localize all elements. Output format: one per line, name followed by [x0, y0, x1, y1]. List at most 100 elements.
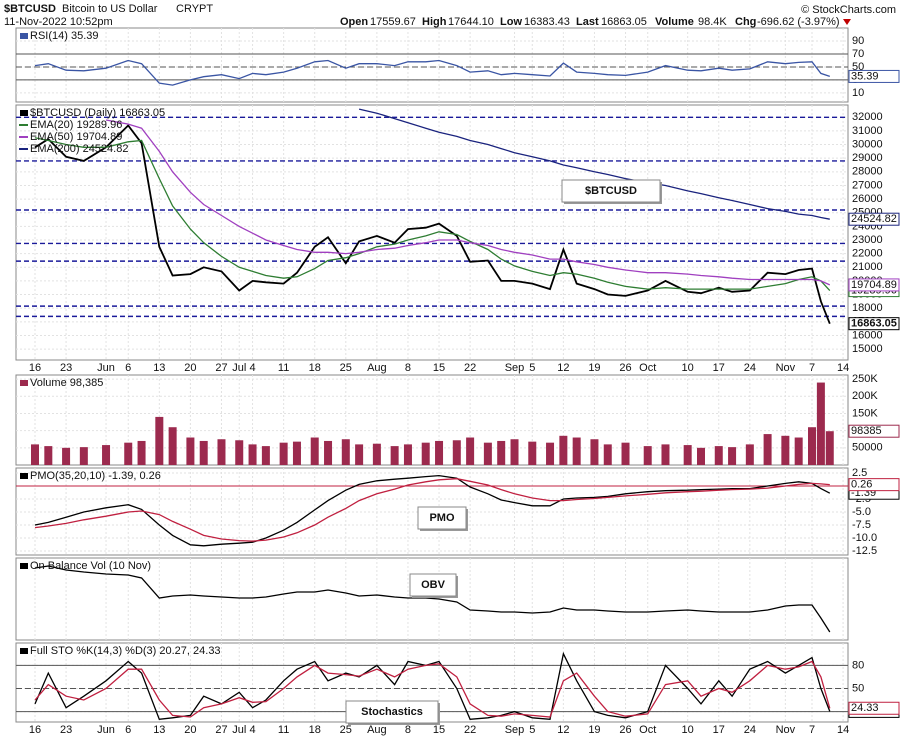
quote-label: Volume: [655, 16, 694, 28]
x-tick-label: 7: [809, 362, 815, 374]
x-tick-label: 7: [809, 724, 815, 736]
volume-bar: [124, 442, 133, 465]
x-tick-label: 25: [340, 724, 352, 736]
y-tick-label: 70: [852, 48, 864, 60]
x-tick-label: Nov: [776, 724, 796, 736]
volume-bar: [572, 437, 581, 465]
volume-bar: [546, 442, 555, 465]
watermark: © StockCharts.com: [801, 4, 896, 16]
volume-bar: [603, 444, 612, 465]
volume-bar: [102, 445, 111, 465]
volume-bar: [217, 439, 226, 465]
y-tick-label: 50: [852, 61, 864, 73]
x-tick-label: 13: [153, 724, 165, 736]
volume-bar: [697, 447, 705, 465]
value-tag-label: 19704.89: [851, 279, 897, 291]
panel-title: Volume 98,385: [30, 377, 103, 389]
quote-value: 17644.10: [448, 16, 494, 28]
volume-bar: [421, 442, 430, 465]
x-tick-label: 14: [837, 362, 849, 374]
y-tick-label: 22000: [852, 248, 883, 260]
x-tick-label: 20: [184, 362, 196, 374]
title-swatch: [20, 563, 28, 569]
y-tick-label: 26000: [852, 193, 883, 205]
volume-bar: [621, 442, 630, 465]
y-tick-label: 10: [852, 87, 864, 99]
y-tick-label: 50: [852, 682, 864, 694]
x-tick-label: 17: [713, 724, 725, 736]
plot-area: [34, 474, 831, 547]
panel: [15, 374, 849, 466]
x-tick-label: 23: [60, 362, 72, 374]
x-tick-label: 6: [125, 362, 131, 374]
x-tick-label: 5: [529, 362, 535, 374]
x-tick-label: Jun: [97, 724, 115, 736]
x-tick-label: 22: [464, 724, 476, 736]
panel-title: PMO(35,20,10) -1.39, 0.26: [30, 470, 161, 482]
volume-bar: [528, 441, 537, 465]
volume-bar: [794, 437, 803, 465]
quote-label: High: [422, 16, 447, 28]
volume-bar: [324, 440, 333, 465]
y-tick-label: 15000: [852, 343, 883, 355]
volume-bar: [390, 446, 399, 465]
y-tick-label: 80: [852, 659, 864, 671]
y-tick-label: -7.5: [852, 519, 871, 531]
volume-bar: [452, 440, 461, 465]
x-tick-label: 11: [278, 362, 289, 374]
volume-bar: [341, 439, 350, 465]
x-tick-label: 12: [557, 362, 569, 374]
date: 11-Nov-2022 10:52pm: [4, 16, 113, 28]
x-tick-label: 13: [153, 362, 165, 374]
y-tick-label: 27000: [852, 179, 883, 191]
value-tag-label: 24524.82: [851, 213, 897, 225]
y-tick-label: 200K: [852, 390, 878, 402]
legend-label: EMA(200) 24524.82: [30, 143, 128, 155]
series-line: [34, 651, 831, 721]
x-tick-label: 4: [249, 724, 255, 736]
plot-area: [34, 651, 831, 721]
legend-label: EMA(50) 19704.89: [30, 131, 122, 143]
volume-bar: [248, 444, 257, 465]
volume-bar: [559, 435, 568, 465]
series-line: [34, 565, 831, 633]
annotation: Stochastics: [361, 706, 423, 718]
x-tick-label: 11: [278, 724, 289, 736]
quote-value: -696.62 (-3.97%): [757, 16, 840, 28]
symbol-name: Bitcoin to US Dollar: [62, 3, 158, 15]
volume-bar: [714, 446, 723, 465]
title-swatch: [20, 648, 28, 654]
x-tick-label: 17: [713, 362, 725, 374]
panel-title: On Balance Vol (10 Nov): [30, 560, 151, 572]
exchange: CRYPT: [176, 3, 213, 15]
panel: [15, 27, 849, 103]
y-tick-label: -12.5: [852, 545, 877, 557]
value-tag: [848, 701, 900, 715]
value-tag-label: 16863.05: [851, 318, 897, 330]
x-tick-label: Sep: [505, 724, 525, 736]
annotation-box: [345, 700, 439, 724]
volume-bar: [435, 440, 444, 465]
volume-bar: [816, 382, 825, 465]
value-tag-label: 24.33: [851, 702, 879, 714]
quote-value: 17559.67: [370, 16, 416, 28]
panel-title: RSI(14) 35.39: [30, 30, 98, 42]
plot-area: [34, 108, 831, 325]
x-tick-label: Sep: [505, 362, 525, 374]
volume-bar: [403, 444, 412, 465]
x-tick-label: 5: [529, 724, 535, 736]
x-tick-label: 10: [682, 362, 694, 374]
volume-bar: [199, 440, 208, 465]
volume-bar: [510, 439, 519, 465]
quote-label: Open: [340, 16, 368, 28]
annotation: $BTCUSD: [585, 185, 637, 197]
annotation-box: [561, 179, 661, 203]
x-tick-label: 6: [125, 724, 131, 736]
value-tag: [848, 278, 900, 292]
volume-bar: [62, 447, 71, 465]
volume-bar: [261, 446, 270, 465]
volume-bar: [355, 444, 364, 465]
quote-value: 98.4K: [698, 16, 727, 28]
x-tick-label: 16: [29, 724, 41, 736]
plot-area: [34, 565, 831, 633]
